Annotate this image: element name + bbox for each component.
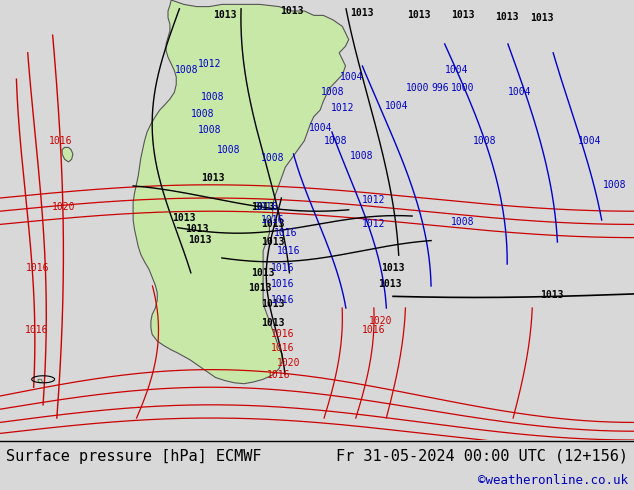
Text: 1008: 1008	[216, 145, 240, 155]
Text: 1013: 1013	[261, 298, 285, 309]
Polygon shape	[38, 379, 42, 383]
Text: 1016: 1016	[261, 215, 285, 225]
Text: 1013: 1013	[451, 10, 475, 21]
Text: 1020: 1020	[276, 358, 301, 368]
Text: 996: 996	[432, 83, 450, 93]
Text: 1016: 1016	[270, 264, 294, 273]
Text: 1013: 1013	[540, 290, 564, 300]
Text: 1016: 1016	[48, 136, 72, 146]
Text: 1008: 1008	[324, 136, 348, 146]
Text: 1013: 1013	[184, 224, 209, 234]
Text: 1008: 1008	[451, 217, 475, 227]
Text: 1013: 1013	[280, 6, 304, 16]
Text: Fr 31-05-2024 00:00 UTC (12+156): Fr 31-05-2024 00:00 UTC (12+156)	[335, 448, 628, 464]
Text: 1004: 1004	[578, 136, 602, 146]
Text: 1008: 1008	[200, 92, 224, 102]
Text: 1013: 1013	[200, 173, 224, 183]
Text: 1013: 1013	[251, 202, 275, 212]
Text: 1016: 1016	[276, 246, 301, 256]
Text: 1013: 1013	[495, 12, 519, 22]
Text: 1016: 1016	[26, 264, 50, 273]
Text: 1013: 1013	[261, 318, 285, 328]
Text: 1012: 1012	[362, 195, 386, 205]
Text: 1000: 1000	[405, 83, 429, 93]
Text: 1004: 1004	[508, 87, 532, 98]
Text: 1000: 1000	[451, 83, 475, 93]
Text: 1012: 1012	[330, 103, 354, 113]
Text: 1008: 1008	[261, 153, 285, 163]
Text: 1004: 1004	[444, 65, 469, 75]
Text: 1016: 1016	[270, 329, 294, 340]
Text: 1013: 1013	[248, 283, 272, 293]
Text: 1012: 1012	[197, 59, 221, 69]
Text: 1013: 1013	[530, 14, 554, 24]
Text: 1013: 1013	[251, 268, 275, 278]
Polygon shape	[133, 0, 349, 384]
Text: 1013: 1013	[381, 264, 405, 273]
Text: 1013: 1013	[378, 279, 402, 289]
Text: 1013: 1013	[261, 237, 285, 247]
Text: 1008: 1008	[603, 180, 627, 190]
Text: Surface pressure [hPa] ECMWF: Surface pressure [hPa] ECMWF	[6, 448, 262, 464]
Text: 1016: 1016	[270, 295, 294, 305]
Text: 1004: 1004	[308, 122, 332, 133]
Text: 1008: 1008	[321, 87, 345, 98]
Text: 1008: 1008	[349, 151, 373, 161]
Text: 1012: 1012	[362, 220, 386, 229]
Text: 1008: 1008	[473, 136, 497, 146]
Text: 1020: 1020	[51, 202, 75, 212]
Text: 1016: 1016	[362, 325, 386, 335]
Text: 1008: 1008	[197, 125, 221, 135]
Text: 1016: 1016	[267, 370, 291, 380]
Text: 1013: 1013	[213, 10, 237, 21]
Text: 1004: 1004	[340, 72, 364, 82]
Text: 1008: 1008	[175, 65, 199, 75]
Text: 1008: 1008	[191, 109, 215, 120]
Text: 1016: 1016	[273, 228, 297, 238]
Text: ©weatheronline.co.uk: ©weatheronline.co.uk	[477, 473, 628, 487]
Text: 1016: 1016	[270, 279, 294, 289]
Text: 1013: 1013	[349, 8, 373, 18]
Text: 1013: 1013	[188, 235, 212, 245]
Text: 1013: 1013	[172, 213, 196, 223]
Text: 1020: 1020	[368, 316, 392, 326]
Polygon shape	[62, 147, 73, 162]
Text: 1016: 1016	[270, 343, 294, 353]
Text: 1013: 1013	[261, 220, 285, 229]
Text: 1004: 1004	[384, 100, 408, 111]
Text: 1013: 1013	[406, 10, 430, 21]
Text: 1016: 1016	[254, 202, 278, 212]
Text: 1016: 1016	[25, 325, 49, 335]
